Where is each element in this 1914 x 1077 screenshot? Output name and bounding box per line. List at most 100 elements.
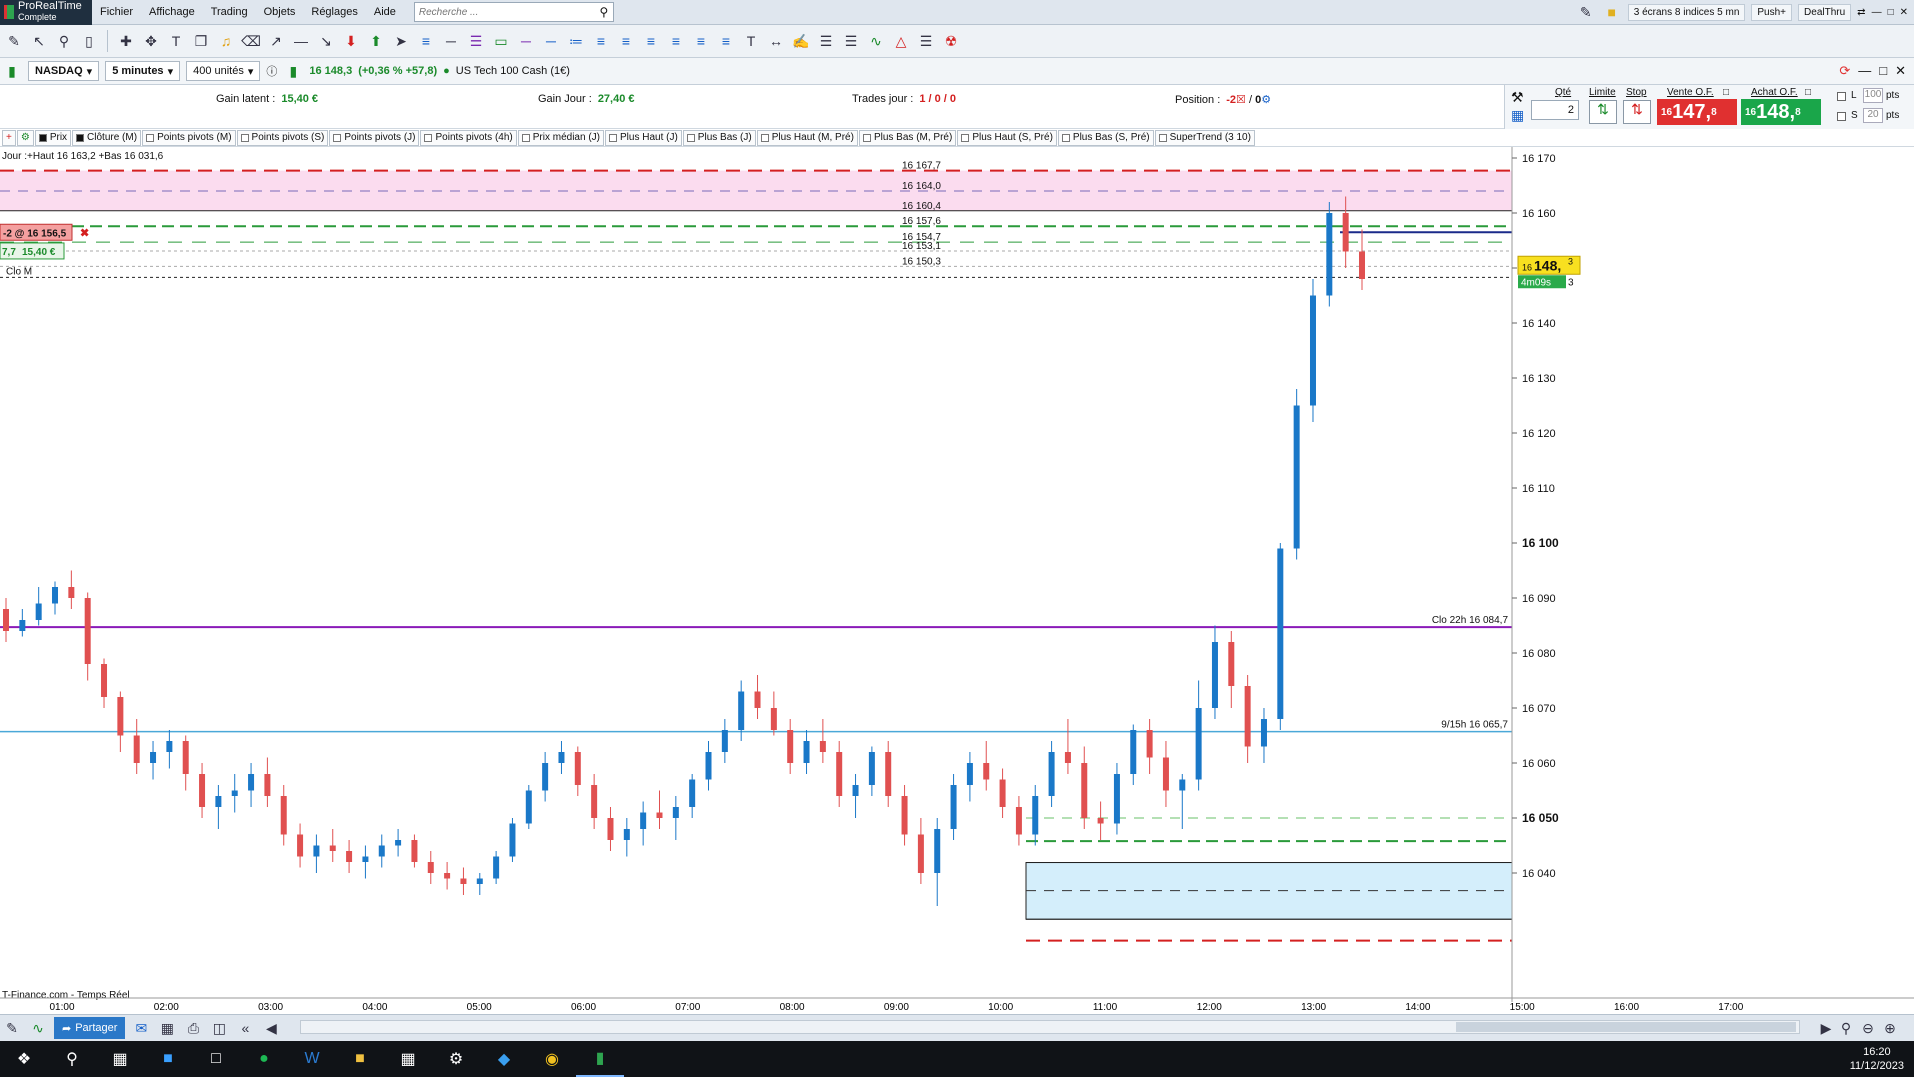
indicator-toggle[interactable]: Plus Haut (S, Pré) [957, 129, 1057, 146]
crosshair-icon[interactable]: ✚ [120, 32, 132, 49]
calculator-taskbar-icon[interactable]: ▦ [400, 1051, 416, 1068]
channel-icon[interactable]: ≡ [421, 33, 431, 49]
zoom-icon[interactable]: ⚲ [58, 32, 70, 49]
print-icon[interactable]: ⎙ [187, 1019, 200, 1036]
indicator-checkbox[interactable] [961, 133, 970, 142]
scroll-left-fast-icon[interactable]: « [241, 1020, 250, 1036]
close-icon[interactable]: ✕ [1895, 63, 1906, 78]
vscode-icon[interactable]: ◆ [497, 1051, 511, 1068]
explorer-icon[interactable]: ■ [355, 1050, 365, 1067]
indicator-toggle[interactable]: Plus Haut (M, Pré) [756, 129, 858, 146]
qty-input[interactable]: 2 [1531, 100, 1579, 120]
l-checkbox[interactable] [1837, 92, 1846, 101]
folder-icon[interactable]: ■ [1607, 4, 1616, 20]
segment-icon[interactable]: — [294, 33, 308, 49]
arrow-up-icon[interactable]: ⬆ [370, 32, 382, 49]
zoom-out-icon[interactable]: ⊖ [1862, 1019, 1874, 1036]
maximize-icon[interactable]: □ [1887, 6, 1894, 18]
indicator-checkbox[interactable] [1158, 133, 1167, 142]
triangle-icon[interactable]: △ [895, 32, 907, 49]
trendline-icon[interactable]: ↗ [270, 32, 282, 49]
export-icon[interactable]: ◫ [212, 1019, 227, 1036]
menu-trading[interactable]: Trading [210, 6, 248, 18]
search-taskbar-icon[interactable]: ⚲ [66, 1051, 78, 1068]
order-tag[interactable] [0, 223, 73, 241]
indicator-toggle[interactable]: Points pivots (4h) [420, 129, 517, 146]
indicator-toggle[interactable]: Plus Bas (S, Pré) [1057, 129, 1154, 146]
scroll-left-icon[interactable]: ◀ [266, 1019, 277, 1036]
indicator-checkbox[interactable] [1061, 133, 1070, 142]
text-box-icon[interactable]: T [746, 33, 756, 49]
chart-style-icon[interactable]: ∿ [32, 1019, 44, 1036]
menu-objets[interactable]: Objets [263, 6, 296, 18]
menu-aide[interactable]: Aide [373, 6, 396, 18]
indicator-toggle[interactable]: Points pivots (M) [142, 129, 236, 146]
scroll-right-icon[interactable]: ▶ [1820, 1019, 1832, 1036]
scrollbar-thumb[interactable] [1456, 1022, 1796, 1032]
indicator-checkbox[interactable] [146, 133, 155, 142]
indicator-toggle[interactable]: Plus Haut (J) [605, 129, 682, 146]
start-icon[interactable]: ❖ [16, 1051, 32, 1068]
layout-icon[interactable]: ▦ [160, 1019, 175, 1036]
indicator-toggle[interactable]: SuperTrend (3 10) [1154, 129, 1255, 146]
order-tools-icon[interactable]: ⚒ [1511, 89, 1524, 105]
minimize-icon[interactable]: — [1858, 63, 1872, 78]
system-clock[interactable]: 16:20 11/12/2023 [1850, 1045, 1914, 1073]
search-input[interactable] [414, 6, 595, 18]
indicator-toggle[interactable]: Points pivots (J) [329, 129, 420, 146]
indicator-checkbox[interactable] [760, 133, 769, 142]
list-icon-2[interactable]: ☰ [919, 32, 933, 49]
grid-icon-4[interactable]: ≡ [671, 33, 681, 49]
menu-fichier[interactable]: Fichier [100, 6, 134, 18]
alert-bell-icon[interactable]: ♫ [220, 33, 232, 49]
limit-button[interactable]: ⇅ [1589, 100, 1617, 124]
indicator-checkbox[interactable] [521, 133, 530, 142]
edit-icon[interactable]: ✎ [1579, 3, 1592, 20]
ray-icon[interactable]: ↘ [320, 32, 332, 49]
restore-window-icon[interactable]: ⇄ [1857, 6, 1866, 18]
zoom-fit-icon[interactable]: ⚲ [1840, 1019, 1852, 1036]
word-icon[interactable]: W [304, 1050, 320, 1067]
arrow-right-icon[interactable]: ➤ [395, 32, 407, 49]
horizontal-line-icon[interactable]: ─ [446, 33, 456, 49]
indicator-checkbox[interactable] [609, 133, 617, 142]
measure-icon[interactable]: ↔ [769, 33, 783, 49]
spotify-icon[interactable]: ● [259, 1050, 269, 1067]
units-selector[interactable]: 400 unités ▾ [186, 61, 261, 81]
draw-mode-icon[interactable]: ✎ [6, 1019, 18, 1036]
properties-button[interactable]: ⚙ [16, 129, 34, 146]
hline-blue-icon[interactable]: ─ [546, 33, 556, 49]
search-icon[interactable]: ⚲ [599, 5, 609, 19]
grid-icon-3[interactable]: ≡ [646, 33, 656, 49]
indicator-checkbox[interactable] [76, 133, 85, 142]
indicator-toggle[interactable]: Plus Bas (J) [682, 129, 756, 146]
buy-info-icon[interactable]: □ [1805, 87, 1812, 98]
sell-info-icon[interactable]: □ [1723, 87, 1730, 98]
close-icon[interactable]: ✕ [1899, 6, 1908, 18]
timeframe-selector[interactable]: 5 minutes ▾ [105, 61, 181, 81]
l-input[interactable]: 100 [1863, 88, 1883, 103]
s-input[interactable]: 20 [1863, 108, 1883, 123]
files-icon[interactable]: □ [211, 1050, 221, 1067]
indicator-toggle[interactable]: Plus Bas (M, Pré) [858, 129, 957, 146]
indicator-checkbox[interactable] [862, 133, 871, 142]
indicator-toggle[interactable]: Clôture (M) [72, 129, 142, 146]
chart-type-icon[interactable]: ▮ [8, 62, 16, 79]
pencil-icon[interactable]: ✎ [8, 32, 20, 49]
s-checkbox[interactable] [1837, 112, 1846, 121]
gann-fan-icon[interactable]: ≔ [569, 32, 583, 49]
indicator-checkbox[interactable] [424, 133, 433, 142]
indicator-toggle[interactable]: Prix médian (J) [517, 129, 604, 146]
info-icon[interactable]: ⓘ [266, 66, 278, 78]
add-indicator-button[interactable]: + [2, 129, 16, 146]
price-chart[interactable]: 16 167,7 16 164,0 16 160,4 16 157,6 16 154,7… [0, 147, 1914, 1002]
levels-icon[interactable]: ☰ [844, 32, 858, 49]
sell-button[interactable]: 16 147, 8 [1657, 99, 1737, 125]
buy-button[interactable]: 16 148, 8 [1741, 99, 1821, 125]
menu-affichage[interactable]: Affichage [149, 6, 195, 18]
close-position-icon[interactable]: ☒ [1236, 94, 1246, 106]
cursor-icon[interactable]: ↖ [33, 32, 45, 49]
indicator-checkbox[interactable] [333, 133, 342, 142]
prorealtime-taskbar-icon[interactable]: ▮ [576, 1041, 624, 1077]
menu-reglages[interactable]: Réglages [311, 6, 358, 18]
